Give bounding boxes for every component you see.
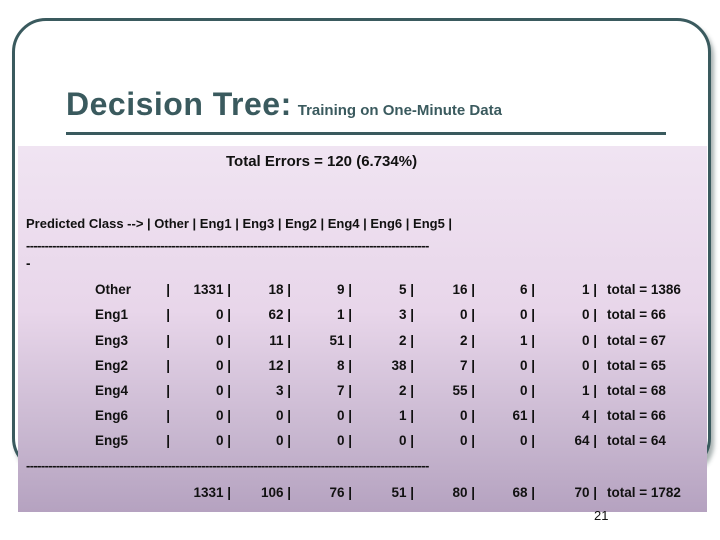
matrix-cell: 8 | bbox=[336, 358, 352, 373]
matrix-cell: 3 | bbox=[275, 383, 291, 398]
matrix-cell: 55 | bbox=[452, 383, 475, 398]
grand-total: total = 1782 bbox=[607, 485, 681, 500]
title-main: Decision Tree: bbox=[66, 86, 292, 122]
row-label: Other bbox=[95, 282, 132, 297]
matrix-cell: 2 | bbox=[398, 383, 414, 398]
matrix-cell: 0 | bbox=[215, 307, 231, 322]
row-total: total = 64 bbox=[607, 433, 666, 448]
matrix-cell: 1 | bbox=[336, 307, 352, 322]
matrix-cell: 0 | bbox=[519, 433, 535, 448]
matrix-cell: 0 | bbox=[336, 433, 352, 448]
matrix-cell: 1 | bbox=[398, 408, 414, 423]
matrix-cell: 1 | bbox=[581, 282, 597, 297]
matrix-cell: | bbox=[166, 333, 170, 348]
matrix-cell: 1 | bbox=[519, 333, 535, 348]
confusion-matrix-panel bbox=[18, 146, 707, 512]
matrix-cell: 11 | bbox=[269, 333, 291, 348]
row-total: total = 65 bbox=[607, 358, 666, 373]
matrix-cell: 0 | bbox=[215, 358, 231, 373]
matrix-cell: | bbox=[166, 408, 170, 423]
matrix-cell: 1331 | bbox=[193, 282, 231, 297]
matrix-cell: 0 | bbox=[519, 307, 535, 322]
title-underline bbox=[66, 132, 666, 135]
column-total-cell: 106 | bbox=[260, 485, 291, 500]
title-subtitle: Training on One-Minute Data bbox=[297, 102, 502, 119]
matrix-cell: 18 | bbox=[268, 282, 291, 297]
separator-bottom: ----------------------------------------… bbox=[26, 458, 429, 473]
matrix-cell: 64 | bbox=[574, 433, 597, 448]
column-total-cell: 80 | bbox=[452, 485, 475, 500]
row-label: Eng1 bbox=[95, 307, 129, 322]
matrix-cell: 38 | bbox=[391, 358, 414, 373]
matrix-cell: 51 | bbox=[329, 333, 352, 348]
slide-title: Decision Tree: Training on One-Minute Dat… bbox=[66, 86, 502, 123]
column-total-cell: 70 | bbox=[574, 485, 597, 500]
matrix-cell: 61 | bbox=[512, 408, 535, 423]
matrix-cell: 1 | bbox=[581, 383, 597, 398]
row-label: Eng6 bbox=[95, 408, 129, 423]
matrix-cell: 16 | bbox=[452, 282, 475, 297]
row-total: total = 67 bbox=[607, 333, 666, 348]
matrix-cell: 9 | bbox=[336, 282, 352, 297]
matrix-cell: 0 | bbox=[336, 408, 352, 423]
matrix-cell: 5 | bbox=[398, 282, 414, 297]
matrix-cell: 0 | bbox=[581, 358, 597, 373]
matrix-cell: 0 | bbox=[459, 433, 475, 448]
matrix-cell: | bbox=[166, 433, 170, 448]
separator-top: ----------------------------------------… bbox=[26, 238, 429, 253]
page-number: 21 bbox=[594, 508, 609, 523]
row-label: Eng4 bbox=[95, 383, 129, 398]
matrix-cell: 0 | bbox=[215, 433, 231, 448]
row-total: total = 66 bbox=[607, 408, 666, 423]
matrix-cell: 0 | bbox=[398, 433, 414, 448]
row-total: total = 66 bbox=[607, 307, 666, 322]
matrix-cell: | bbox=[166, 282, 170, 297]
matrix-cell: 6 | bbox=[519, 282, 535, 297]
row-label: Eng2 bbox=[95, 358, 129, 373]
separator-stub: - bbox=[26, 256, 31, 271]
matrix-cell: 0 | bbox=[215, 408, 231, 423]
matrix-cell: | bbox=[166, 358, 170, 373]
matrix-cell: 2 | bbox=[459, 333, 475, 348]
row-label: Eng5 bbox=[95, 433, 129, 448]
matrix-cell: 0 | bbox=[215, 333, 231, 348]
matrix-cell: 7 | bbox=[459, 358, 475, 373]
matrix-cell: 0 | bbox=[215, 383, 231, 398]
column-total-cell: 51 | bbox=[391, 485, 414, 500]
matrix-cell: 0 | bbox=[459, 307, 475, 322]
matrix-cell: 0 | bbox=[581, 333, 597, 348]
matrix-cell: | bbox=[166, 307, 170, 322]
matrix-cell: 0 | bbox=[275, 433, 291, 448]
row-total: total = 1386 bbox=[607, 282, 681, 297]
matrix-cell: 3 | bbox=[398, 307, 414, 322]
matrix-cell: | bbox=[166, 383, 170, 398]
matrix-cell: 2 | bbox=[398, 333, 414, 348]
matrix-cell: 4 | bbox=[581, 408, 597, 423]
matrix-cell: 0 | bbox=[519, 383, 535, 398]
matrix-cell: 0 | bbox=[459, 408, 475, 423]
matrix-cell: 7 | bbox=[336, 383, 352, 398]
matrix-cell: 0 | bbox=[581, 307, 597, 322]
matrix-header: Predicted Class --> | Other | Eng1 | Eng… bbox=[26, 216, 453, 231]
matrix-cell: 12 | bbox=[268, 358, 291, 373]
total-errors: Total Errors = 120 (6.734%) bbox=[226, 153, 418, 170]
row-total: total = 68 bbox=[607, 383, 666, 398]
column-total-cell: 76 | bbox=[329, 485, 352, 500]
matrix-cell: 62 | bbox=[268, 307, 291, 322]
column-total-cell: 68 | bbox=[512, 485, 535, 500]
row-label: Eng3 bbox=[95, 333, 129, 348]
matrix-cell: 0 | bbox=[275, 408, 291, 423]
column-total-cell: 1331 | bbox=[193, 485, 231, 500]
matrix-cell: 0 | bbox=[519, 358, 535, 373]
